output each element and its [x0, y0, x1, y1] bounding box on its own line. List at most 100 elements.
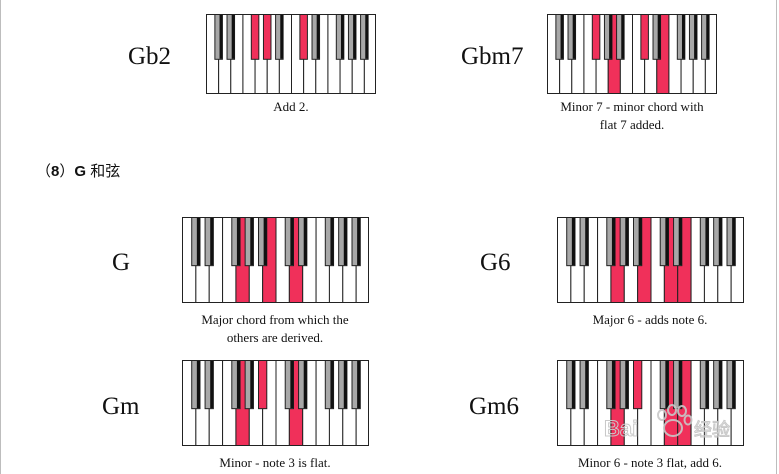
- black-key: [258, 360, 268, 410]
- keyboard-gb2: [206, 14, 376, 94]
- black-key-shade: [219, 15, 223, 59]
- black-key-shade: [330, 218, 334, 266]
- black-key-shade: [732, 361, 736, 409]
- black-key-shade: [657, 15, 661, 59]
- chord-name-gm6: Gm6: [469, 393, 519, 420]
- caption-g6: Major 6 - adds note 6.: [540, 311, 760, 329]
- section-heading: （8）G 和弦: [36, 160, 120, 181]
- keyboard-frame: [557, 217, 744, 303]
- black-key-shade: [353, 15, 356, 59]
- black-key-shade: [571, 218, 575, 266]
- caption-line: Minor 7 - minor chord with: [560, 99, 704, 114]
- caption-line: others are derived.: [226, 329, 324, 345]
- black-key-shade: [316, 15, 320, 59]
- black-key-shade: [290, 361, 294, 409]
- black-key: [250, 14, 260, 60]
- keyboard-frame: [206, 14, 376, 94]
- black-key-shade: [678, 218, 682, 266]
- black-key-shade: [231, 15, 235, 59]
- caption-line: Add 2.: [273, 99, 309, 114]
- black-key-shade: [705, 218, 709, 266]
- black-key-shade: [236, 218, 241, 266]
- black-key-shade: [665, 218, 669, 266]
- baidu-watermark-logo: Bai 经验: [604, 404, 731, 442]
- black-key-shade: [585, 361, 589, 409]
- black-key-shade: [357, 361, 361, 409]
- caption-gm6: Minor 6 - note 3 flat, add 6.: [530, 454, 770, 472]
- black-key-shade: [290, 218, 294, 266]
- heading-key: G: [74, 163, 87, 180]
- black-key-shade: [250, 218, 254, 266]
- black-key: [640, 14, 649, 60]
- black-key-shade: [732, 218, 736, 266]
- keyboard-frame: [182, 217, 369, 303]
- black-key-shade: [665, 361, 669, 409]
- caption-gm: Minor - note 3 is flat.: [160, 454, 390, 472]
- black-key-shade: [280, 15, 284, 59]
- black-key-shade: [611, 218, 616, 266]
- black-key: [262, 14, 272, 60]
- black-key-shade: [678, 361, 682, 409]
- black-key: [299, 14, 308, 60]
- heading-close-paren: ）: [59, 163, 75, 180]
- caption-line: Major chord from which the: [201, 312, 349, 327]
- caption-line: flat 7 added.: [599, 116, 665, 132]
- caption-line: Minor 6 - note 3 flat, add 6.: [577, 455, 723, 470]
- black-key-shade: [718, 218, 722, 266]
- black-key-shade: [625, 218, 629, 266]
- keyboard-gbm7: [547, 14, 717, 94]
- keyboard-frame: [547, 14, 717, 94]
- black-key-shade: [706, 15, 710, 59]
- keyboard-gm6: [557, 360, 744, 446]
- svg-text:Bai: Bai: [604, 416, 638, 441]
- keyboard-frame: [182, 360, 369, 446]
- black-key-shade: [343, 218, 347, 266]
- black-key-shade: [196, 361, 200, 409]
- black-key-shade: [571, 361, 575, 409]
- chord-name-gb2: Gb2: [128, 43, 172, 70]
- chord-name-g6: G6: [480, 249, 511, 276]
- black-key-shade: [718, 361, 722, 409]
- black-key-shade: [621, 15, 625, 59]
- black-key-shade: [560, 15, 564, 59]
- caption-gb2: Add 2.: [206, 98, 376, 116]
- black-key-shade: [330, 361, 334, 409]
- black-key-shade: [210, 361, 214, 409]
- black-key-shade: [705, 361, 709, 409]
- keyboard-frame: [557, 360, 744, 446]
- black-key-shade: [694, 15, 697, 59]
- black-key-shade: [196, 218, 200, 266]
- caption-gbm7: Minor 7 - minor chord with flat 7 added.: [532, 98, 732, 133]
- black-key-shade: [303, 218, 307, 266]
- black-key-shade: [236, 361, 241, 409]
- heading-title: 和弦: [90, 163, 121, 180]
- svg-text:经验: 经验: [694, 420, 730, 440]
- chord-name-gbm7: Gbm7: [461, 43, 524, 70]
- black-key-shade: [638, 218, 642, 266]
- black-key-shade: [585, 218, 589, 266]
- black-key-shade: [357, 218, 361, 266]
- black-key-shade: [340, 15, 344, 59]
- black-key-shade: [210, 218, 214, 266]
- heading-number: 8: [51, 163, 60, 180]
- keyboard-g6: [557, 217, 744, 303]
- black-key-shade: [365, 15, 369, 59]
- chord-name-gm: Gm: [102, 393, 140, 420]
- black-key-shade: [303, 361, 307, 409]
- heading-open-paren: （: [36, 163, 52, 180]
- chord-name-g: G: [112, 249, 131, 276]
- black-key-shade: [609, 15, 612, 59]
- caption-line: Major 6 - adds note 6.: [592, 312, 708, 327]
- black-key: [591, 14, 601, 60]
- black-key-shade: [611, 361, 616, 409]
- keyboard-g: [182, 217, 369, 303]
- caption-line: Minor - note 3 is flat.: [219, 455, 331, 470]
- black-key-shade: [263, 218, 267, 266]
- black-key-shade: [625, 361, 629, 409]
- black-key-shade: [572, 15, 576, 59]
- keyboard-gm: [182, 360, 369, 446]
- black-key-shade: [681, 15, 685, 59]
- black-key-shade: [250, 361, 254, 409]
- black-key-shade: [343, 361, 347, 409]
